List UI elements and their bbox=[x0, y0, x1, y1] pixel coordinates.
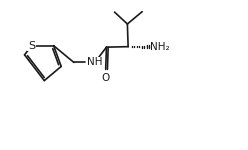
Text: NH₂: NH₂ bbox=[150, 42, 170, 52]
Text: S: S bbox=[28, 41, 35, 51]
Text: O: O bbox=[102, 73, 110, 83]
Text: NH: NH bbox=[87, 57, 103, 67]
